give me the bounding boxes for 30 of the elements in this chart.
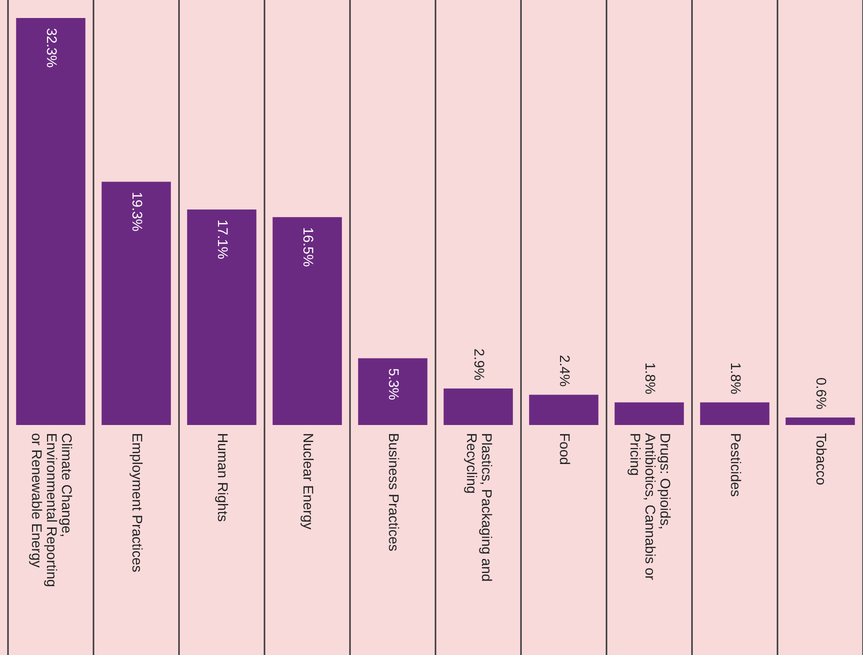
x-tick-label: Pesticides (728, 433, 744, 497)
bar (700, 402, 770, 425)
x-tick-label: Food (556, 433, 573, 465)
data-label: 32.3% (44, 28, 60, 68)
data-label: 16.5% (300, 227, 316, 267)
x-tick-label: Tobacco (813, 433, 830, 486)
x-tick-label: Drugs: Opioids, Antibiotics, Cannabis or Pricing (627, 433, 674, 580)
data-label: 2.4% (556, 354, 573, 387)
x-tick-label: Plastics, Packaging and Recycling (464, 433, 495, 582)
bar (529, 394, 598, 425)
bar (272, 217, 342, 425)
bar (187, 210, 256, 425)
x-tick-label: Employment Practices (129, 433, 146, 572)
data-label: 2.9% (471, 348, 488, 380)
bar (444, 388, 513, 425)
bar (16, 18, 86, 425)
data-label: 5.3% (386, 368, 402, 400)
bar (786, 417, 855, 425)
data-label: 17.1% (214, 220, 231, 260)
x-tick-label: Climate Change, Environmental Reporting or Renewable Energy (28, 433, 75, 588)
bar (102, 182, 171, 425)
data-label: 1.8% (728, 362, 744, 394)
x-tick-label: Human Rights (214, 433, 231, 522)
data-label: 0.6% (813, 378, 830, 410)
x-tick-label: Business Practices (386, 433, 402, 552)
x-tick-label: Nuclear Energy (300, 433, 316, 530)
bar (614, 402, 684, 425)
data-label: 1.8% (642, 362, 658, 394)
data-label: 19.3% (129, 192, 146, 232)
bar (358, 358, 428, 425)
